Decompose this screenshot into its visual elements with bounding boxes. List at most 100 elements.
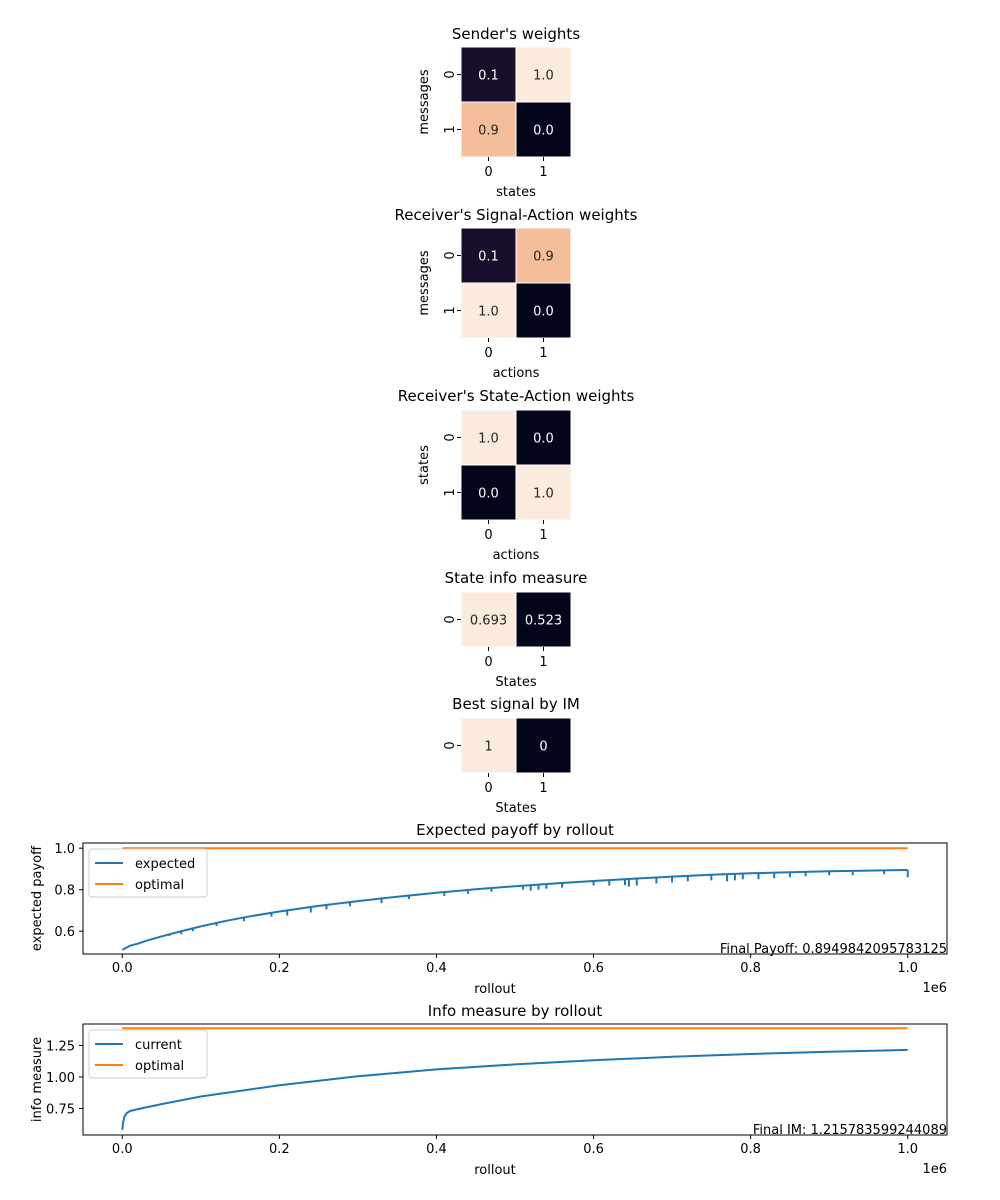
legend-label-current: current xyxy=(135,1038,182,1053)
heatmap-cell-label: 0.0 xyxy=(533,432,554,447)
heatmap-cell xyxy=(515,101,572,158)
y-tick-label: 1 xyxy=(443,125,458,133)
y-tick-label: 0 xyxy=(443,741,458,749)
x-tick-label: 0.4 xyxy=(426,961,447,976)
heatmap-cell-label: 0.1 xyxy=(478,250,499,265)
x-tick-label: 1 xyxy=(539,781,547,796)
line-chart-0: Expected payoff by rollout 0.0 0.2 0.4 0.6 0.… xyxy=(30,821,948,997)
final-value-annotation: Final Payoff: 0.8949842095783125 xyxy=(720,942,947,957)
heatmap-cell-label: 1.0 xyxy=(478,432,499,447)
heatmap-cell-label: 0.9 xyxy=(533,250,554,265)
x-tick-label: 0.2 xyxy=(269,1142,290,1157)
axes-frame xyxy=(82,1023,948,1136)
heatmap-cell xyxy=(460,46,517,103)
heatmap-cell xyxy=(515,464,572,521)
y-tick-label: 0 xyxy=(443,433,458,441)
heatmap-cell xyxy=(515,282,572,339)
heatmap-cell-label: 0.693 xyxy=(470,614,507,629)
heatmap-cell-label: 0.523 xyxy=(525,614,562,629)
legend-label-optimal: optimal xyxy=(135,878,184,893)
heatmap-cell xyxy=(515,46,572,103)
heatmap-cell-label: 0 xyxy=(539,740,547,755)
x-tick-label: 1 xyxy=(539,655,547,670)
legend: expected optimal xyxy=(88,848,208,898)
x-tick-label: 0.6 xyxy=(583,1142,604,1157)
y-tick-label: 1 xyxy=(443,306,458,314)
heatmap-cell-label: 0.9 xyxy=(478,124,499,139)
heatmap-1: Receiver's Signal-Action weights 0.1 0.9 1.… xyxy=(395,206,638,381)
y-axis-label: messages xyxy=(417,69,432,134)
x-multiplier-label: 1e6 xyxy=(922,981,947,996)
x-tick-label: 0.8 xyxy=(740,961,761,976)
legend: current optimal xyxy=(88,1029,208,1079)
x-axis-label: rollout xyxy=(474,1163,516,1178)
x-axis-label: actions xyxy=(493,548,540,563)
y-axis-label: states xyxy=(417,445,432,485)
heatmap-cell xyxy=(460,464,517,521)
legend-label-optimal: optimal xyxy=(135,1059,184,1074)
heatmap-cell xyxy=(460,101,517,158)
y-axis-label: info measure xyxy=(30,1037,45,1122)
x-tick-label: 0 xyxy=(484,346,492,361)
heatmap-cell-label: 1.0 xyxy=(533,487,554,502)
y-axis-label: messages xyxy=(417,250,432,315)
chart-title: Expected payoff by rollout xyxy=(416,821,614,839)
x-tick-label: 0 xyxy=(484,655,492,670)
heatmap-title: Sender's weights xyxy=(452,25,580,43)
x-axis-label: States xyxy=(495,675,536,690)
x-multiplier-label: 1e6 xyxy=(922,1162,947,1177)
x-axis-label: rollout xyxy=(474,982,516,997)
heatmap-cell-label: 0.0 xyxy=(533,305,554,320)
y-tick-label: 0.75 xyxy=(46,1103,75,1118)
heatmap-title: Best signal by IM xyxy=(452,695,580,713)
line-chart-1: Info measure by rollout 0.0 0.2 0.4 0.6 0.8 1.… xyxy=(30,1002,948,1178)
x-axis-label: states xyxy=(496,185,536,200)
heatmap-cell-label: 0.1 xyxy=(478,69,499,84)
x-tick-label: 0.8 xyxy=(740,1142,761,1157)
x-axis-label: actions xyxy=(493,366,540,381)
final-value-annotation: Final IM: 1.215783599244089 xyxy=(753,1123,947,1138)
x-tick-label: 1 xyxy=(539,165,547,180)
x-tick-label: 1 xyxy=(539,346,547,361)
series-line-current xyxy=(121,1048,908,1131)
x-tick-label: 0.0 xyxy=(112,961,133,976)
y-tick-label: 0 xyxy=(443,251,458,259)
heatmap-2: Receiver's State-Action weights 1.0 0.0 0.0… xyxy=(398,387,635,563)
y-tick-label: 1.25 xyxy=(46,1039,75,1054)
heatmap-cell-label: 0.0 xyxy=(533,124,554,139)
x-tick-label: 0.2 xyxy=(269,961,290,976)
x-tick-label: 0.0 xyxy=(112,1142,133,1157)
y-tick-label: 0.6 xyxy=(54,925,75,940)
x-tick-label: 1 xyxy=(539,528,547,543)
x-tick-label: 0.4 xyxy=(426,1142,447,1157)
legend-label-expected: expected xyxy=(135,857,195,872)
chart-title: Info measure by rollout xyxy=(428,1002,603,1020)
y-axis-label: expected payoff xyxy=(30,845,45,951)
x-tick-label: 0.6 xyxy=(583,961,604,976)
y-tick-label: 1.0 xyxy=(54,842,75,857)
heatmap-cell-label: 1 xyxy=(484,740,492,755)
heatmap-cell xyxy=(460,717,517,774)
heatmap-cell xyxy=(515,409,572,466)
y-tick-label: 0.8 xyxy=(54,884,75,899)
series-line-expected xyxy=(121,869,908,951)
heatmap-cell-label: 1.0 xyxy=(533,69,554,84)
heatmap-cell-label: 0.0 xyxy=(478,487,499,502)
heatmap-title: Receiver's Signal-Action weights xyxy=(395,206,638,224)
x-tick-label: 1.0 xyxy=(897,961,918,976)
heatmap-title: Receiver's State-Action weights xyxy=(398,387,635,405)
x-axis-label: States xyxy=(495,801,536,816)
y-tick-label: 0 xyxy=(443,70,458,78)
heatmap-cell xyxy=(515,227,572,284)
heatmap-title: State info measure xyxy=(445,569,588,587)
y-tick-label: 0 xyxy=(443,615,458,623)
y-tick-label: 1.00 xyxy=(46,1071,75,1086)
axes-frame xyxy=(82,842,948,955)
x-tick-label: 0 xyxy=(484,781,492,796)
x-tick-label: 0 xyxy=(484,528,492,543)
x-tick-label: 1.0 xyxy=(897,1142,918,1157)
x-tick-label: 0 xyxy=(484,165,492,180)
